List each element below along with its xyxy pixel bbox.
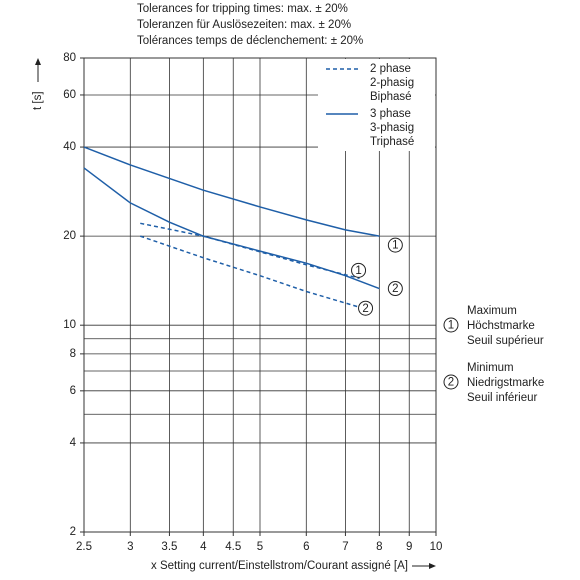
annotation-marker-circle (443, 374, 459, 390)
x-tick-label: 9 (406, 541, 412, 553)
y-arrow-head (35, 58, 41, 65)
x-tick-label: 6 (303, 541, 309, 553)
x-tick-label: 8 (376, 541, 382, 553)
annotation-line: Seuil supérieur (467, 335, 544, 347)
y-tick-label: 6 (70, 385, 76, 397)
annotation-marker: 2 (448, 377, 454, 389)
curve-marker-circle (387, 237, 403, 253)
legend-label: Triphasé (370, 136, 414, 148)
legend-box (318, 59, 435, 151)
curve-marker: 1 (355, 265, 361, 277)
x-tick-label: 10 (430, 541, 443, 553)
y-tick-label: 4 (70, 437, 77, 449)
y-tick-label: 2 (70, 526, 76, 538)
legend-label: 3 phase (370, 108, 411, 120)
y-tick-label: 10 (63, 319, 76, 331)
curve-marker: 1 (392, 240, 398, 252)
y-tick-label: 80 (63, 52, 76, 64)
legend-label: Biphasé (370, 91, 412, 103)
annotation-marker: 1 (448, 320, 454, 332)
annotation-marker-circle (443, 317, 459, 333)
curve (83, 146, 380, 237)
y-axis-label: t [s] (32, 91, 44, 110)
annotation-line: Seuil inférieur (467, 392, 537, 404)
curve-marker-circle (351, 262, 367, 278)
x-tick-label: 4 (200, 541, 207, 553)
title-line: Tolerances for tripping times: max. ± 20… (137, 3, 348, 15)
y-tick-label: 20 (63, 230, 76, 242)
x-arrow-head (429, 563, 436, 569)
annotation-line: Niedrigstmarke (467, 377, 544, 389)
x-tick-label: 2.5 (76, 541, 92, 553)
x-tick-label: 3.5 (161, 541, 177, 553)
annotation-line: Höchstmarke (467, 320, 535, 332)
y-tick-label: 40 (63, 141, 76, 153)
x-tick-label: 3 (127, 541, 133, 553)
x-tick-label: 7 (342, 541, 348, 553)
curve (83, 167, 380, 290)
curve (140, 235, 360, 308)
y-tick-label: 60 (63, 89, 76, 101)
legend-label: 2-phasig (370, 77, 414, 89)
y-tick-label: 8 (70, 348, 76, 360)
curve-marker-circle (387, 281, 403, 297)
title-line: Toleranzen für Auslösezeiten: max. ± 20% (137, 19, 351, 31)
curve-marker: 2 (392, 283, 398, 295)
x-axis-label: x Setting current/Einstellstrom/Courant … (151, 560, 408, 572)
legend-label: 3-phasig (370, 122, 414, 134)
x-tick-label: 4.5 (225, 541, 241, 553)
curve-marker: 2 (362, 303, 368, 315)
x-tick-label: 5 (257, 541, 263, 553)
annotation-line: Minimum (467, 362, 514, 374)
title-line: Tolérances temps de déclenchement: ± 20% (137, 35, 363, 47)
legend-label: 2 phase (370, 63, 411, 75)
annotation-line: Maximum (467, 305, 517, 317)
curve-marker-circle (358, 300, 374, 316)
